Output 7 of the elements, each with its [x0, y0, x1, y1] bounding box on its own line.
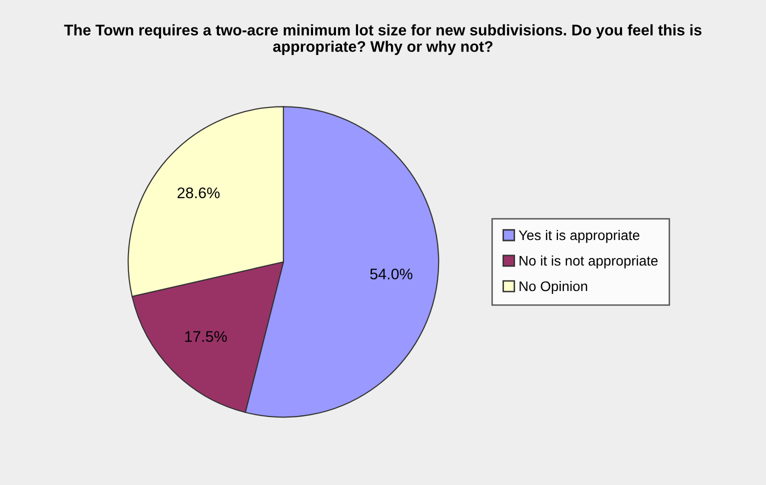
legend-label: No Opinion: [520, 280, 588, 294]
legend-label: No it is not appropriate: [520, 255, 658, 268]
data-label: 54.0%: [370, 268, 412, 280]
data-label: 28.6%: [178, 187, 220, 198]
legend-label: Yes it is appropriate: [518, 230, 640, 243]
chart-title: The Town requires a two-acre minimum lot size for new subdivisions. Do you feel this is appropriate? Why or why not?: [64, 24, 702, 55]
data-label: 17.5%: [185, 331, 227, 342]
